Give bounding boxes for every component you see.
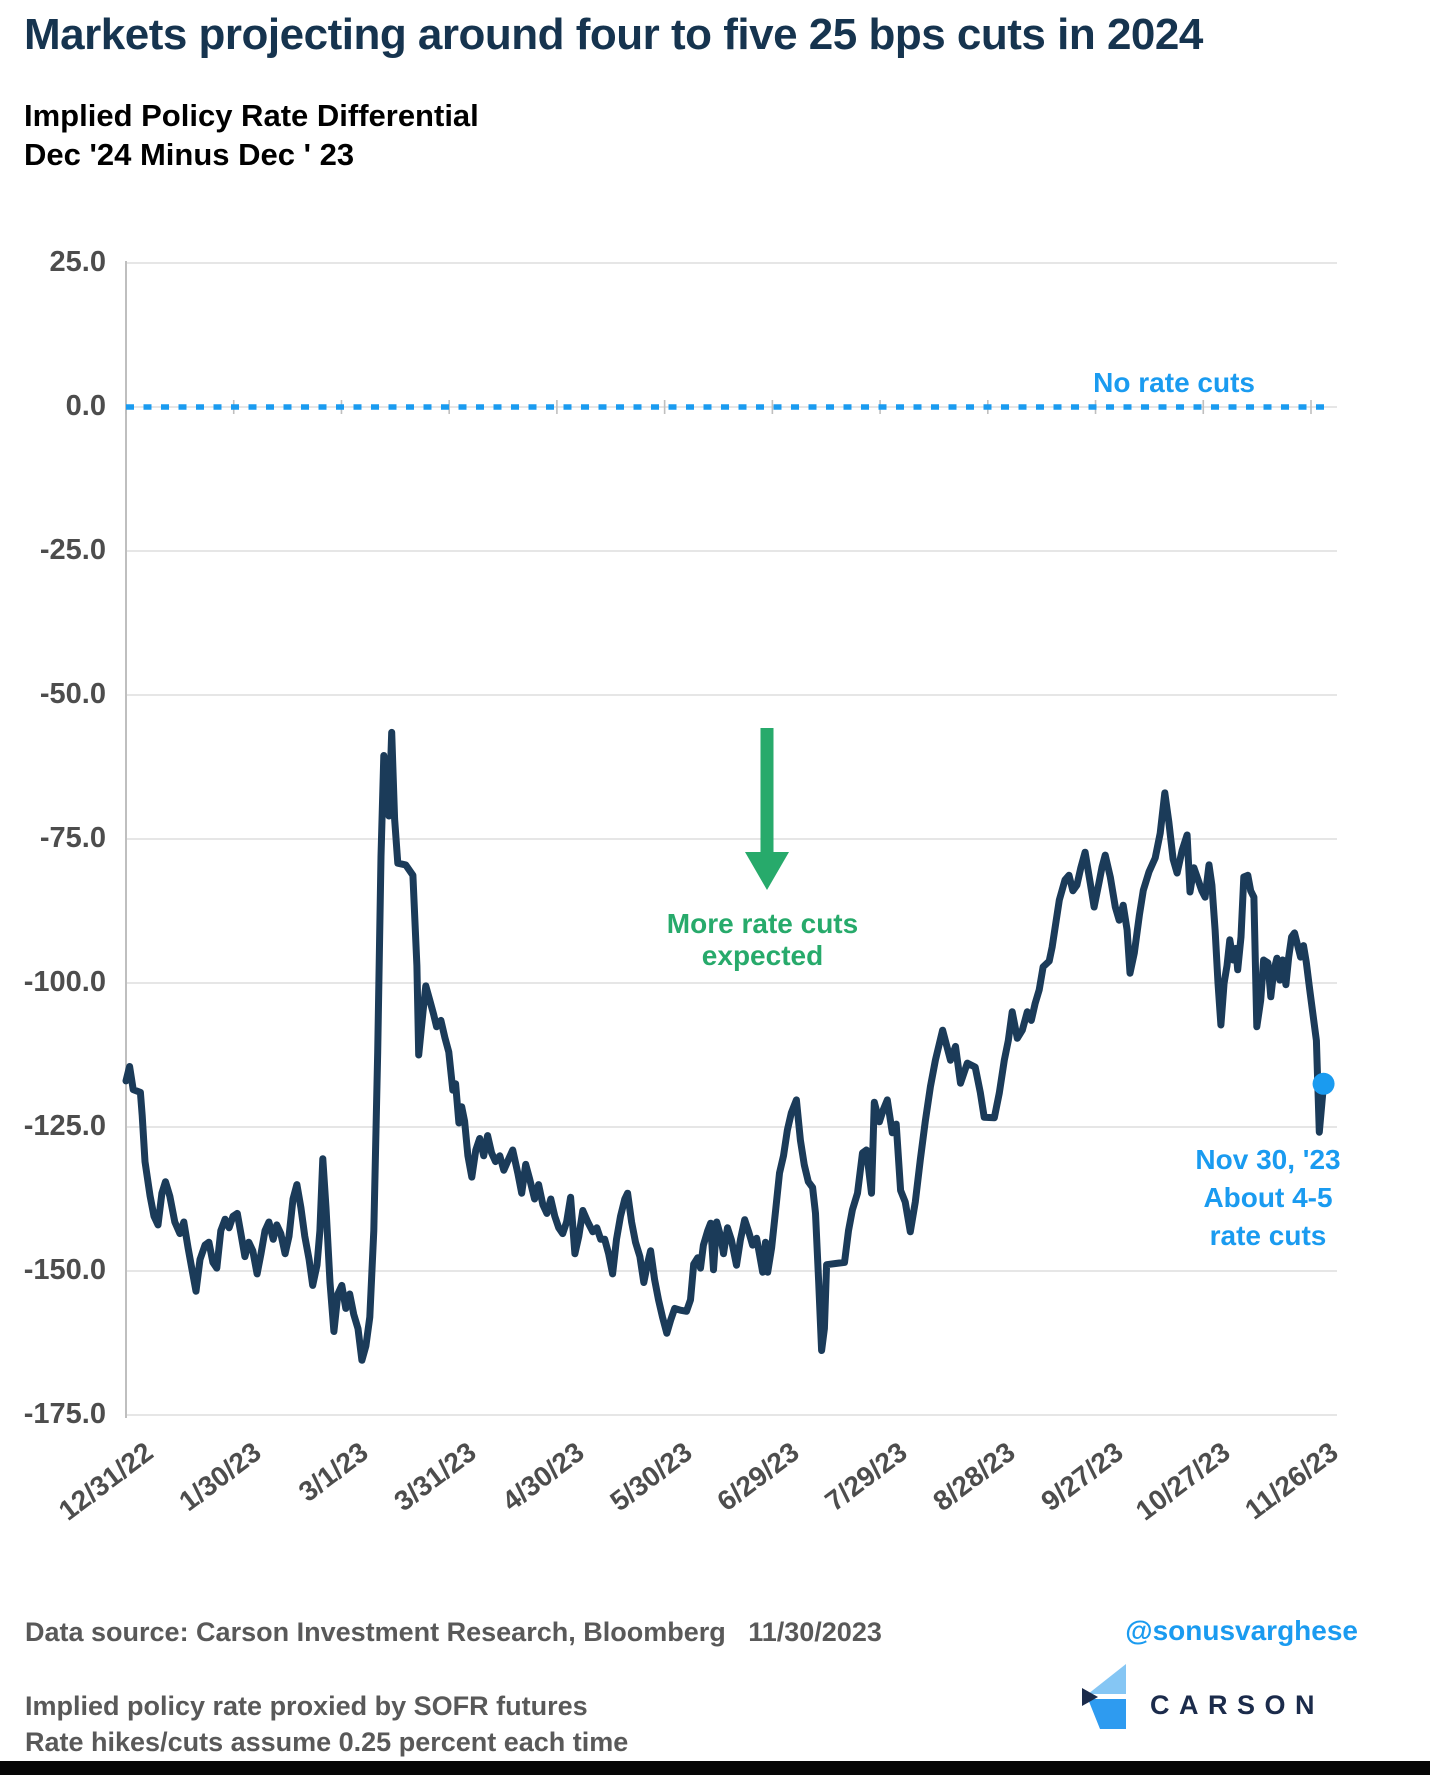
last-point-marker (1312, 1072, 1335, 1095)
more-rate-cuts-annotation: More rate cuts expected (635, 908, 890, 972)
chart-subtitle-line1: Implied Policy Rate Differential (24, 98, 479, 133)
series-line (122, 728, 1328, 1364)
page-title: Markets projecting around four to five 2… (24, 10, 1203, 59)
bottom-accent-bar (0, 1761, 1430, 1775)
y-axis-tick-label: -125.0 (23, 1110, 106, 1142)
data-source-text: Data source: Carson Investment Research,… (25, 1617, 882, 1647)
more-rate-cuts-line2: expected (701, 940, 824, 971)
chart-subtitle-line2: Dec '24 Minus Dec ' 23 (24, 137, 355, 172)
footnote-line1: Implied policy rate proxied by SOFR futu… (25, 1691, 588, 1721)
last-point-annotation-line3: rate cuts (1209, 1220, 1327, 1251)
logo-blue-shape (1088, 1699, 1126, 1729)
last-point-annotation-line2: About 4-5 (1203, 1182, 1333, 1213)
more-rate-cuts-line1: More rate cuts (666, 908, 859, 939)
y-axis-tick-label: 0.0 (65, 390, 106, 422)
carson-wordmark: CARSON (1150, 1690, 1325, 1720)
y-axis-tick-label: -100.0 (23, 966, 106, 998)
carson-logo: CARSON (1080, 1660, 1350, 1732)
logo-light-triangle (1088, 1664, 1126, 1694)
footnotes: Implied policy rate proxied by SOFR futu… (25, 1688, 628, 1760)
y-axis-tick-label: -25.0 (39, 534, 106, 566)
carson-logo-icon (1082, 1664, 1126, 1729)
footnote-line2: Rate hikes/cuts assume 0.25 percent each… (25, 1727, 629, 1757)
y-axis-tick-label: -150.0 (23, 1254, 106, 1286)
y-axis-tick-label: -175.0 (23, 1398, 106, 1430)
down-arrow-head (745, 852, 789, 890)
chart-subtitle: Implied Policy Rate Differential Dec '24… (24, 96, 479, 174)
y-axis-tick-label: -50.0 (39, 678, 106, 710)
last-point-annotation: Nov 30, '23 About 4-5 rate cuts (1150, 1141, 1386, 1255)
down-arrow-shaft (760, 728, 774, 854)
y-axis-tick-label: -75.0 (39, 822, 106, 854)
last-point-annotation-line1: Nov 30, '23 (1195, 1144, 1341, 1175)
no-rate-cuts-annotation: No rate cuts (1093, 367, 1255, 398)
plot-area (122, 261, 1337, 1418)
y-axis-tick-label: 25.0 (49, 246, 106, 278)
logo-dark-arrow (1082, 1688, 1098, 1706)
author-handle: @sonusvarghese (1125, 1615, 1358, 1646)
